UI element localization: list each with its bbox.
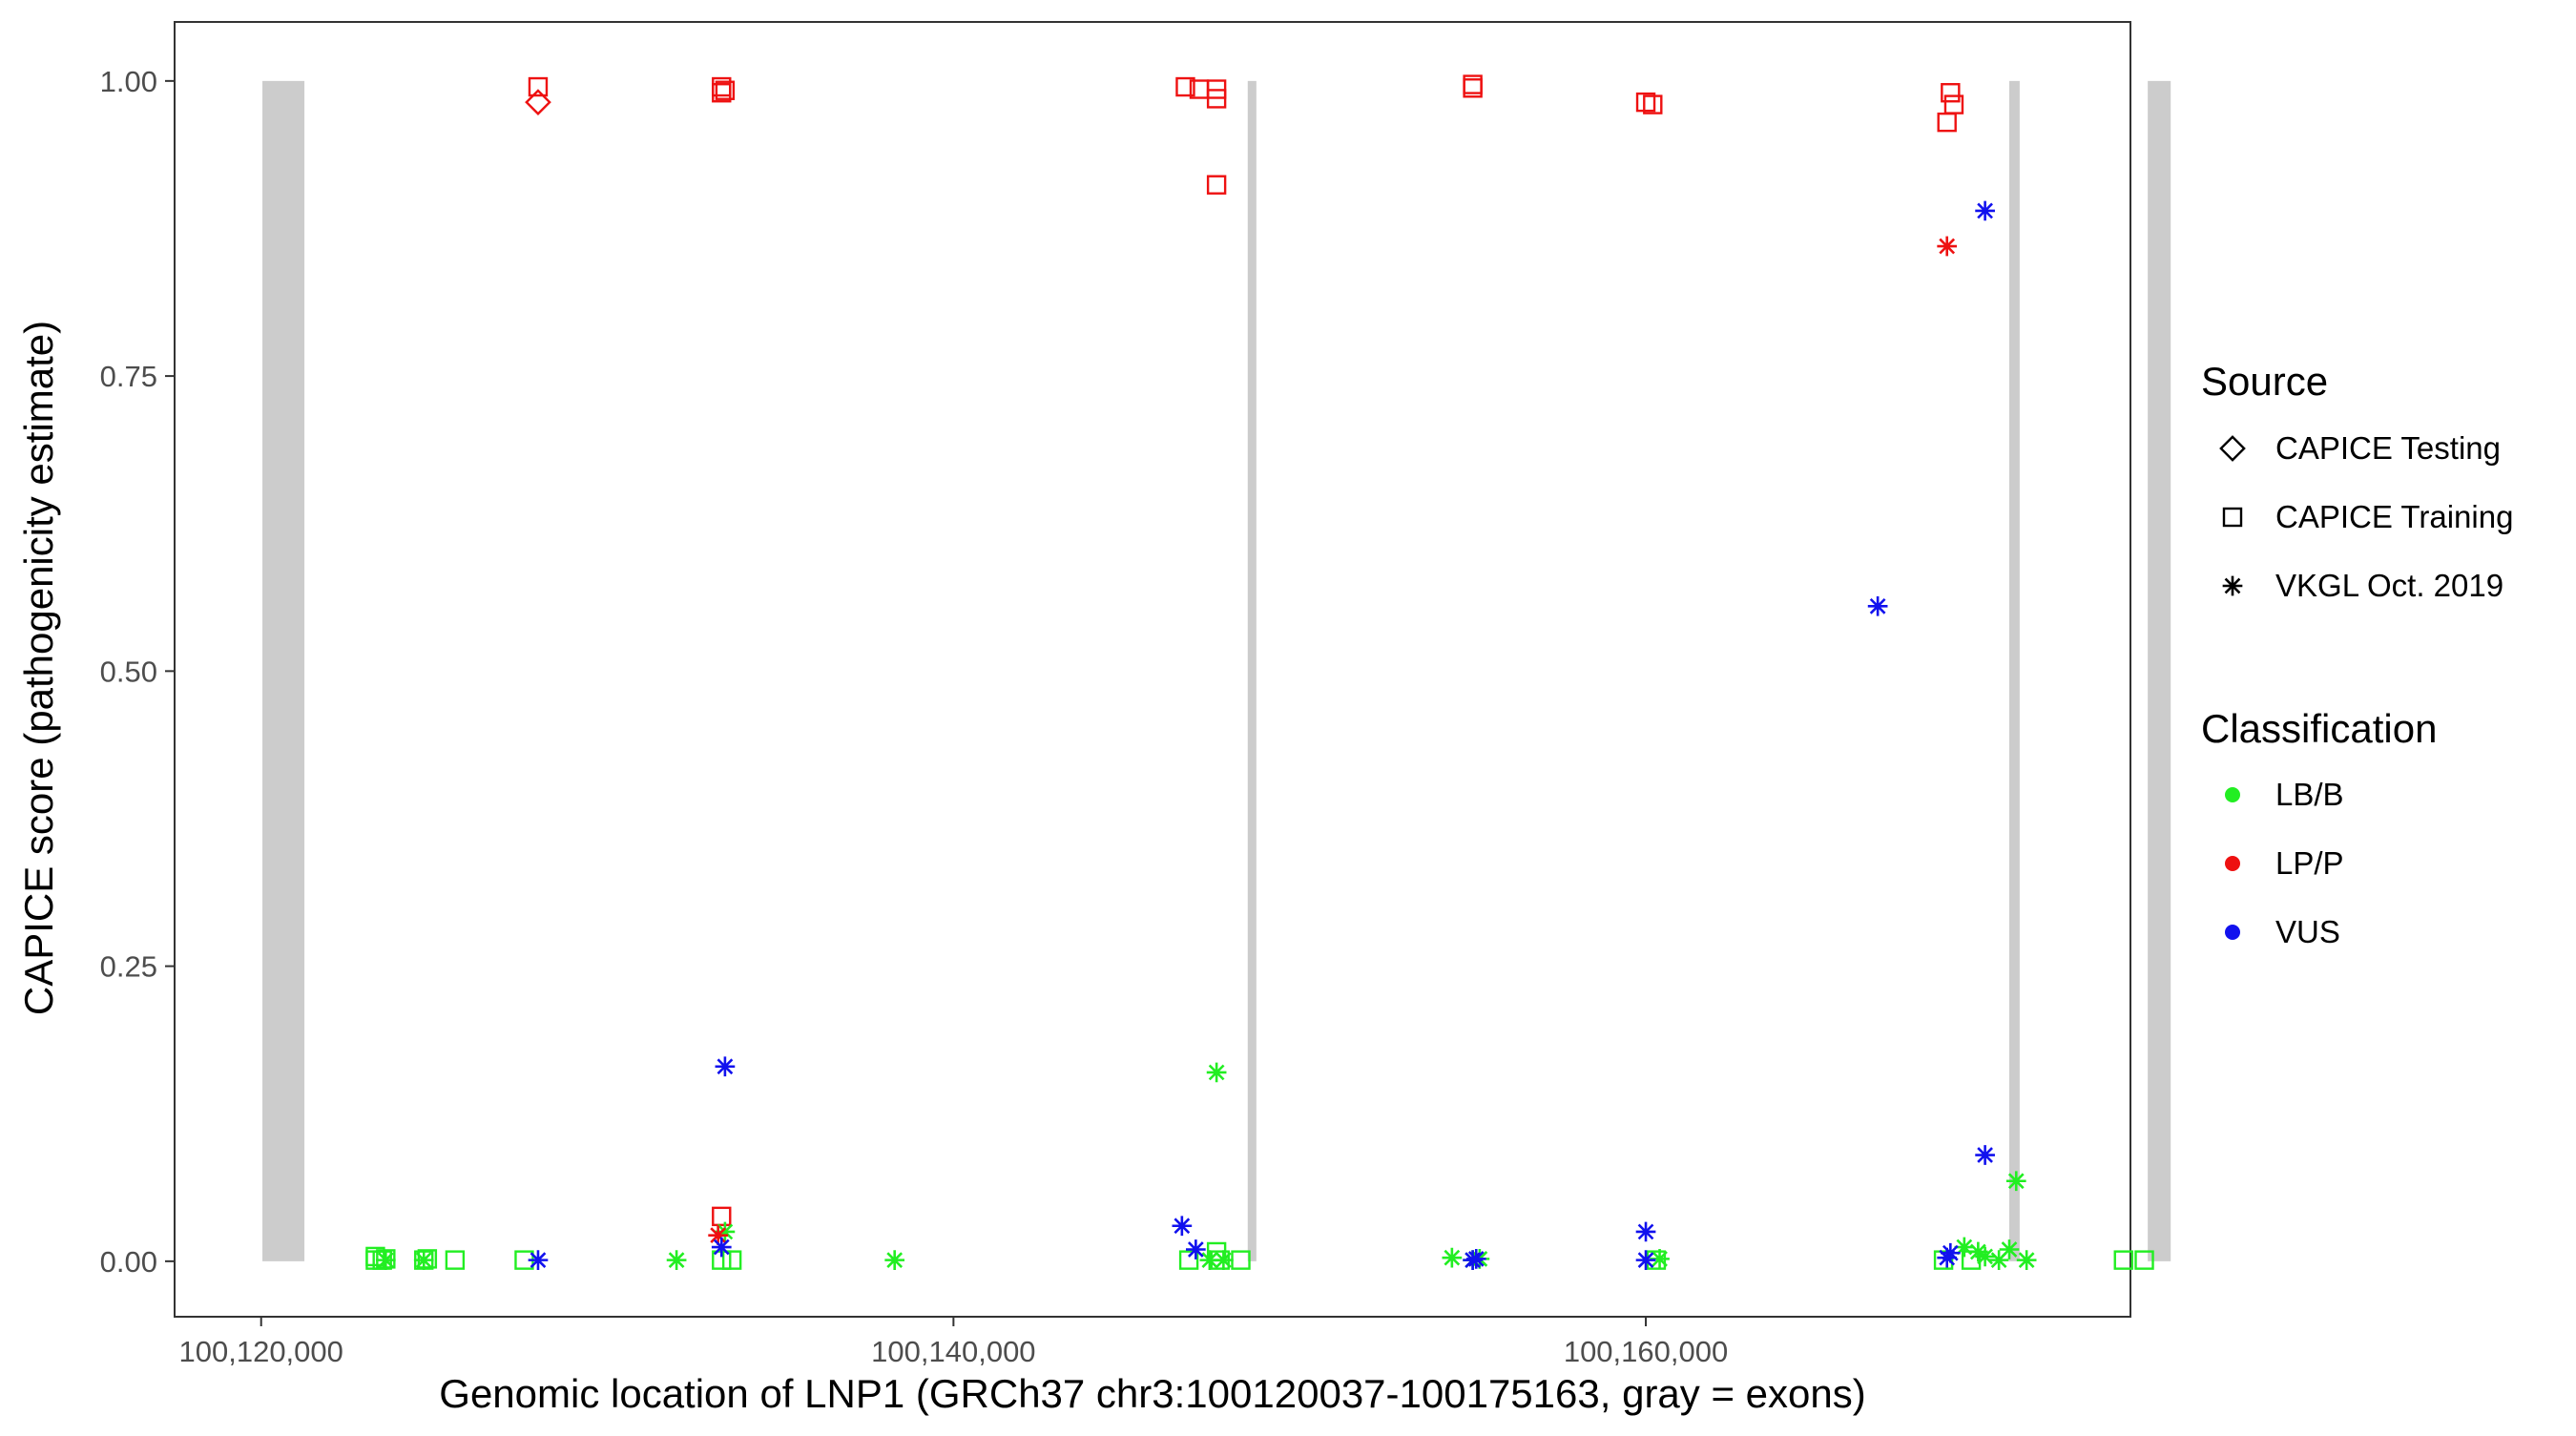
- data-point: [1941, 83, 1961, 103]
- data-point: [445, 1250, 466, 1270]
- x-tick-label: 100,120,000: [179, 1335, 343, 1368]
- y-tick-label: 1.00: [100, 65, 157, 98]
- data-point: [2005, 1171, 2026, 1192]
- data-point: [1175, 76, 1195, 97]
- legend-key-source: [2222, 507, 2243, 528]
- y-tick-label: 0.25: [100, 950, 157, 984]
- y-tick-label: 0.00: [100, 1245, 157, 1279]
- y-axis-label: CAPICE score (pathogenicity estimate): [16, 321, 61, 1015]
- data-point: [1178, 1250, 1199, 1270]
- exon-bar: [2009, 80, 2020, 1261]
- legend-title-source: Source: [2201, 359, 2328, 404]
- legend-key-classification: [2225, 925, 2240, 940]
- x-tick-label: 100,160,000: [1564, 1335, 1728, 1368]
- legend-key-source: [2219, 435, 2246, 462]
- legend-label-classification: LB/B: [2275, 777, 2344, 812]
- data-point: [711, 1237, 732, 1258]
- data-point: [1968, 1241, 1988, 1262]
- data-point: [1186, 1239, 1206, 1259]
- data-point: [1975, 1145, 1995, 1165]
- data-point: [1635, 92, 1656, 113]
- data-point: [721, 1250, 742, 1270]
- x-tick-label: 100,140,000: [871, 1335, 1035, 1368]
- data-point: [715, 1221, 736, 1242]
- data-point: [666, 1250, 687, 1270]
- y-tick-label: 0.75: [100, 360, 157, 393]
- data-point: [1206, 1062, 1227, 1083]
- data-point: [715, 80, 736, 100]
- data-point: [1650, 1249, 1670, 1269]
- data-point: [413, 1250, 434, 1270]
- data-point: [1933, 1250, 1954, 1270]
- data-point: [1635, 1221, 1656, 1242]
- data-point: [1214, 1250, 1234, 1270]
- data-point: [708, 1225, 728, 1245]
- data-point: [375, 1250, 396, 1270]
- legend-label-source: CAPICE Testing: [2275, 430, 2501, 466]
- data-point: [2113, 1250, 2133, 1270]
- data-point: [1975, 200, 1995, 221]
- data-point: [1940, 1242, 1961, 1263]
- data-point: [1442, 1247, 1463, 1268]
- data-point: [1206, 89, 1227, 109]
- legend-title-classification: Classification: [2201, 706, 2437, 751]
- data-point: [1172, 1216, 1193, 1237]
- data-point: [1867, 595, 1888, 616]
- data-point: [1199, 1250, 1220, 1270]
- data-point: [712, 1206, 732, 1227]
- data-point: [1988, 1250, 2009, 1270]
- data-point: [528, 1250, 549, 1270]
- data-point: [1937, 112, 1957, 133]
- data-point: [1954, 1237, 1975, 1258]
- data-point: [1999, 1239, 2020, 1259]
- point-layer: [365, 74, 2154, 1270]
- exon-bar: [262, 80, 305, 1261]
- plot-panel: [174, 21, 2131, 1318]
- data-point: [884, 1250, 905, 1270]
- data-point: [712, 83, 732, 103]
- data-point: [1643, 94, 1663, 114]
- data-point: [2016, 1250, 2037, 1270]
- legend-key-classification: [2225, 787, 2240, 802]
- data-point: [1465, 1249, 1486, 1269]
- legend-key-source: [2222, 575, 2243, 596]
- exon-bar: [1247, 80, 1257, 1261]
- legend-label-source: CAPICE Training: [2275, 499, 2513, 534]
- data-point: [1975, 1246, 1995, 1267]
- data-point: [715, 1056, 736, 1077]
- x-axis-label: Genomic location of LNP1 (GRCh37 chr3:10…: [439, 1371, 1865, 1416]
- exon-bar: [2148, 80, 2171, 1261]
- legend-key-classification: [2225, 856, 2240, 871]
- y-tick-label: 0.50: [100, 655, 157, 688]
- data-point: [2134, 1250, 2154, 1270]
- data-point: [1635, 1250, 1656, 1270]
- data-point: [1937, 236, 1958, 257]
- axis-layer: 0.00 0.25 0.50 0.75 1.00 100,120,000 100,140,0…: [100, 65, 1729, 1368]
- exon-layer: [262, 80, 2171, 1261]
- data-point: [1206, 175, 1227, 195]
- legend-label-classification: LP/P: [2275, 845, 2344, 881]
- data-point: [1463, 78, 1483, 98]
- data-point: [528, 76, 549, 97]
- legend-label-classification: VUS: [2275, 914, 2340, 949]
- legend: Source CAPICE Testing CAPICE Training VKGL …: [2201, 359, 2513, 949]
- legend-label-source: VKGL Oct. 2019: [2275, 568, 2503, 603]
- data-point: [525, 89, 551, 115]
